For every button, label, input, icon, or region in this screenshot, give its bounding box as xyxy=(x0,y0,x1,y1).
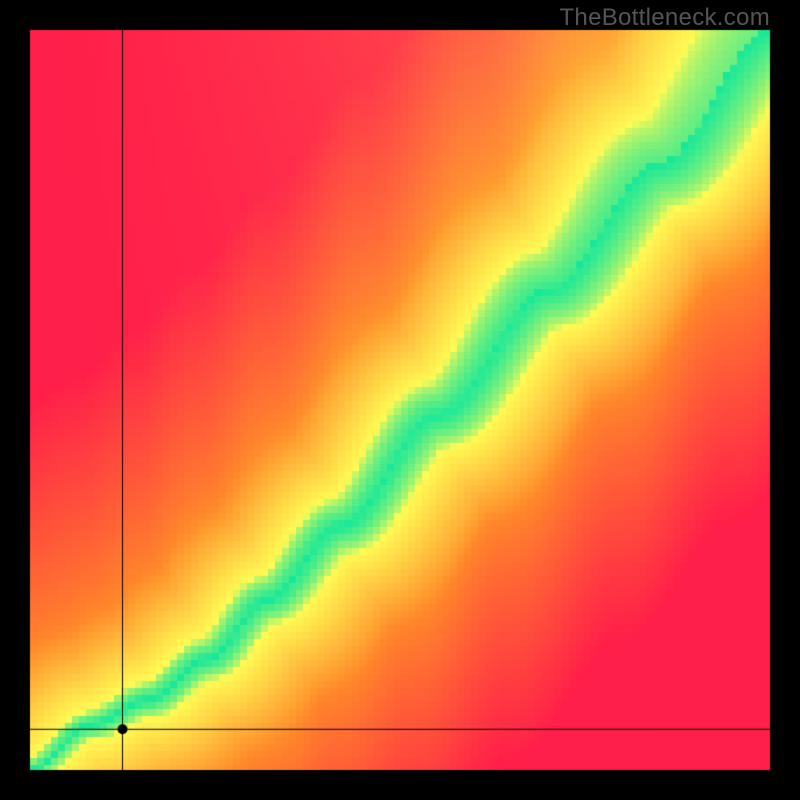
chart-container: TheBottleneck.com xyxy=(0,0,800,800)
bottleneck-heatmap xyxy=(0,0,800,800)
watermark-label: TheBottleneck.com xyxy=(559,4,770,32)
